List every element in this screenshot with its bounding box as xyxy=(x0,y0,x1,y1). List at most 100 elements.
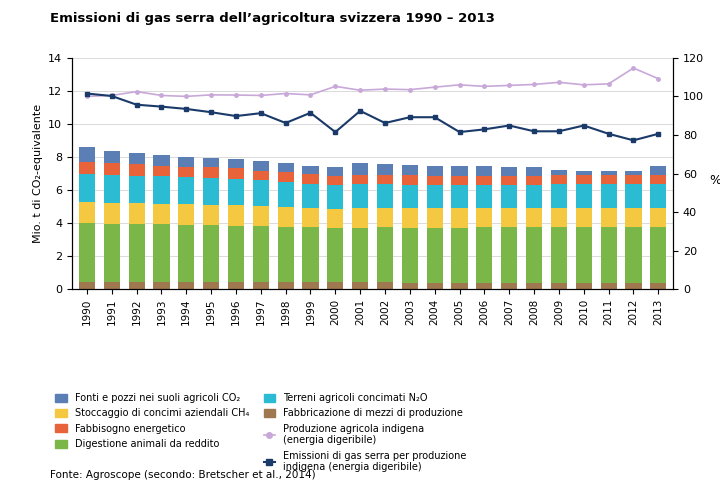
Bar xyxy=(352,282,368,289)
Bar xyxy=(477,282,492,289)
Bar xyxy=(377,228,393,282)
Bar xyxy=(650,184,667,208)
Bar xyxy=(402,228,418,282)
Bar xyxy=(402,165,418,175)
Bar xyxy=(278,227,294,282)
Bar xyxy=(626,175,642,184)
Bar xyxy=(501,208,517,227)
Bar xyxy=(253,282,269,289)
Bar xyxy=(526,208,542,227)
Bar xyxy=(352,208,368,228)
Bar xyxy=(427,282,443,289)
Bar xyxy=(302,184,318,208)
Bar xyxy=(427,228,443,282)
Bar xyxy=(451,282,467,289)
Bar xyxy=(626,227,642,282)
Bar xyxy=(278,163,294,172)
Bar xyxy=(600,227,617,282)
Bar xyxy=(377,282,393,289)
Bar xyxy=(203,205,219,225)
Bar xyxy=(501,185,517,208)
Bar xyxy=(179,204,194,225)
Bar xyxy=(451,208,467,228)
Bar xyxy=(402,282,418,289)
Text: Fonte: Agroscope (secondo: Bretscher et al., 2014): Fonte: Agroscope (secondo: Bretscher et … xyxy=(50,469,316,480)
Bar xyxy=(352,175,368,185)
Bar xyxy=(253,226,269,282)
Bar xyxy=(128,224,145,282)
Bar xyxy=(477,175,492,185)
Bar xyxy=(377,208,393,228)
Bar xyxy=(526,227,542,282)
Bar xyxy=(402,185,418,208)
Bar xyxy=(526,175,542,185)
Bar xyxy=(477,208,492,227)
Bar xyxy=(253,171,269,180)
Bar xyxy=(501,227,517,282)
Bar xyxy=(203,158,219,167)
Bar xyxy=(551,174,567,184)
Bar xyxy=(203,167,219,178)
Bar xyxy=(650,166,667,175)
Bar xyxy=(328,167,343,175)
Bar xyxy=(179,167,194,177)
Bar xyxy=(501,282,517,289)
Bar xyxy=(228,160,244,168)
Bar xyxy=(104,163,120,174)
Bar xyxy=(377,185,393,208)
Bar xyxy=(600,184,617,208)
Bar xyxy=(551,227,567,282)
Bar xyxy=(153,176,169,204)
Bar xyxy=(551,208,567,227)
Bar xyxy=(78,282,95,289)
Bar xyxy=(302,227,318,282)
Y-axis label: %: % xyxy=(709,174,720,187)
Bar xyxy=(328,228,343,282)
Bar xyxy=(179,157,194,167)
Bar xyxy=(278,182,294,207)
Bar xyxy=(451,166,467,176)
Bar xyxy=(501,175,517,185)
Bar xyxy=(153,166,169,176)
Bar xyxy=(104,174,120,203)
Bar xyxy=(104,282,120,289)
Bar xyxy=(328,282,343,289)
Bar xyxy=(104,203,120,224)
Bar xyxy=(427,166,443,176)
Bar xyxy=(626,208,642,227)
Text: Emissioni di gas serra dell’agricoltura svizzera 1990 – 2013: Emissioni di gas serra dell’agricoltura … xyxy=(50,12,495,25)
Bar xyxy=(253,161,269,171)
Bar xyxy=(526,282,542,289)
Bar xyxy=(352,163,368,175)
Bar xyxy=(600,175,617,184)
Bar xyxy=(501,167,517,175)
Bar xyxy=(576,227,592,282)
Bar xyxy=(203,178,219,205)
Bar xyxy=(128,203,145,224)
Bar xyxy=(153,204,169,225)
Bar xyxy=(576,175,592,184)
Bar xyxy=(228,179,244,205)
Bar xyxy=(278,207,294,227)
Bar xyxy=(302,174,318,184)
Bar xyxy=(328,209,343,228)
Bar xyxy=(153,282,169,289)
Bar xyxy=(650,282,667,289)
Bar xyxy=(153,225,169,282)
Bar xyxy=(451,228,467,282)
Bar xyxy=(128,282,145,289)
Y-axis label: Mio. t di CO₂-equivalente: Mio. t di CO₂-equivalente xyxy=(32,104,42,243)
Bar xyxy=(451,185,467,208)
Bar xyxy=(78,147,95,162)
Bar xyxy=(228,226,244,282)
Bar xyxy=(377,175,393,185)
Bar xyxy=(179,177,194,204)
Bar xyxy=(576,171,592,175)
Bar xyxy=(576,184,592,208)
Bar xyxy=(302,282,318,289)
Bar xyxy=(128,153,145,164)
Bar xyxy=(427,208,443,228)
Bar xyxy=(600,171,617,175)
Bar xyxy=(626,171,642,175)
Bar xyxy=(551,170,567,174)
